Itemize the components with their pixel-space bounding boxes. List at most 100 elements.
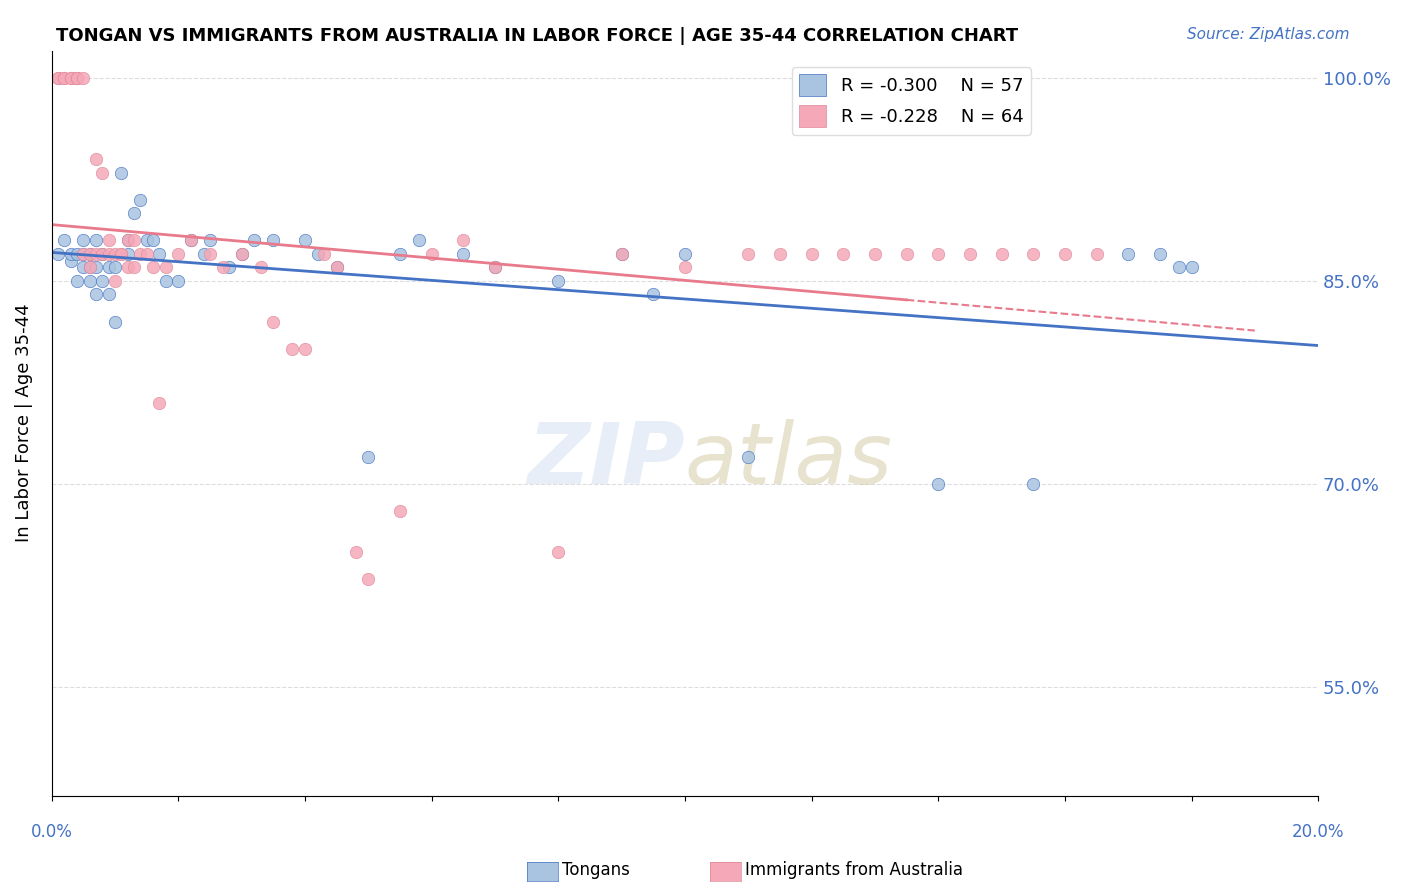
Point: [72, 70, 94, 85]
Point: [72, 233, 94, 247]
Point: [420, 247, 443, 261]
Point: [122, 206, 145, 220]
Point: [84, 152, 107, 166]
Point: [610, 247, 633, 261]
Point: [294, 342, 316, 356]
Point: [79, 247, 101, 261]
Point: [193, 247, 215, 261]
Point: [104, 314, 127, 328]
Point: [198, 247, 221, 261]
Point: [97, 260, 120, 275]
Point: [167, 274, 190, 288]
Point: [97, 233, 120, 247]
Point: [643, 287, 665, 301]
Point: [117, 233, 139, 247]
Point: [408, 233, 430, 247]
Legend: R = -0.300    N = 57, R = -0.228    N = 64: R = -0.300 N = 57, R = -0.228 N = 64: [792, 67, 1031, 135]
Point: [231, 247, 253, 261]
Point: [97, 287, 120, 301]
Text: Tongans: Tongans: [562, 861, 630, 879]
Point: [484, 260, 506, 275]
Point: [357, 450, 380, 464]
Point: [249, 260, 271, 275]
Point: [122, 260, 145, 275]
Point: [453, 247, 475, 261]
Point: [97, 247, 120, 261]
Point: [46, 70, 69, 85]
Point: [66, 70, 89, 85]
Point: [104, 260, 127, 275]
Point: [91, 247, 114, 261]
Point: [129, 193, 152, 207]
Point: [91, 165, 114, 179]
Point: [262, 314, 284, 328]
Point: [896, 247, 918, 261]
Point: [1022, 247, 1045, 261]
Point: [53, 70, 76, 85]
Point: [155, 260, 177, 275]
Point: [66, 70, 89, 85]
Point: [769, 247, 792, 261]
Point: [148, 247, 170, 261]
Point: [484, 260, 506, 275]
Text: Immigrants from Australia: Immigrants from Australia: [745, 861, 963, 879]
Point: [66, 274, 89, 288]
Point: [117, 233, 139, 247]
Point: [547, 545, 569, 559]
Point: [155, 274, 177, 288]
Point: [110, 247, 132, 261]
Point: [990, 247, 1012, 261]
Point: [211, 260, 233, 275]
Point: [91, 274, 114, 288]
Point: [79, 247, 101, 261]
Point: [547, 274, 569, 288]
Point: [84, 260, 107, 275]
Text: Source: ZipAtlas.com: Source: ZipAtlas.com: [1187, 27, 1350, 42]
Point: [84, 247, 107, 261]
Point: [59, 253, 82, 268]
Point: [325, 260, 347, 275]
Point: [72, 247, 94, 261]
Point: [66, 247, 89, 261]
Point: [1116, 247, 1139, 261]
Point: [673, 247, 696, 261]
Point: [218, 260, 240, 275]
Point: [357, 572, 380, 586]
Text: 0.0%: 0.0%: [31, 823, 73, 841]
Point: [59, 70, 82, 85]
Point: [198, 233, 221, 247]
Point: [737, 450, 759, 464]
Point: [1022, 477, 1045, 491]
Point: [135, 247, 157, 261]
Point: [59, 247, 82, 261]
Point: [79, 260, 101, 275]
Point: [167, 247, 190, 261]
Point: [59, 70, 82, 85]
Point: [737, 247, 759, 261]
Point: [344, 545, 367, 559]
Point: [832, 247, 855, 261]
Point: [79, 274, 101, 288]
Point: [46, 70, 69, 85]
Point: [959, 247, 981, 261]
Point: [117, 247, 139, 261]
Point: [104, 274, 127, 288]
Point: [53, 233, 76, 247]
Point: [110, 247, 132, 261]
Y-axis label: In Labor Force | Age 35-44: In Labor Force | Age 35-44: [15, 304, 32, 542]
Point: [325, 260, 347, 275]
Point: [388, 504, 411, 518]
Point: [104, 247, 127, 261]
Point: [84, 233, 107, 247]
Point: [307, 247, 329, 261]
Point: [117, 260, 139, 275]
Point: [294, 233, 316, 247]
Point: [281, 342, 304, 356]
Point: [72, 260, 94, 275]
Point: [72, 247, 94, 261]
Point: [180, 233, 202, 247]
Point: [148, 396, 170, 410]
Point: [800, 247, 823, 261]
Point: [673, 260, 696, 275]
Point: [312, 247, 335, 261]
